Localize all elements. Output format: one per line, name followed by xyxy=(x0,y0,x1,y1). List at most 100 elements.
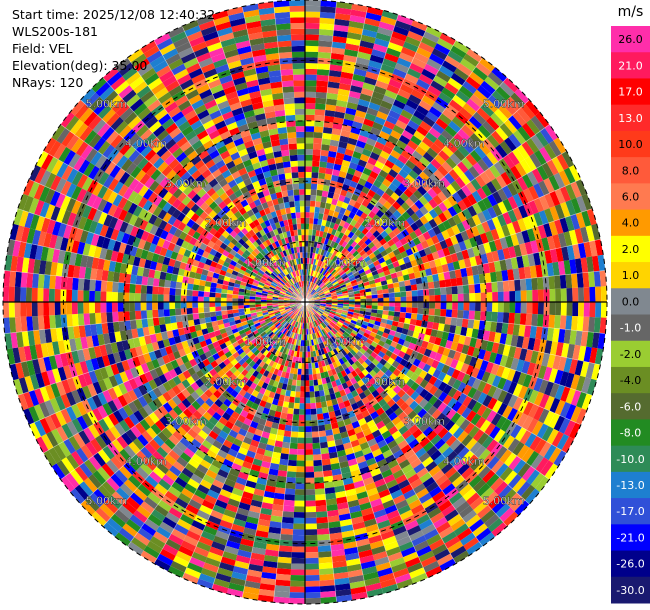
range-gate-cell xyxy=(515,427,527,442)
range-gate-cell xyxy=(340,129,351,138)
range-gate-cell xyxy=(549,397,561,414)
range-gate-cell xyxy=(417,361,426,370)
range-gate-cell xyxy=(323,311,329,316)
range-gate-cell xyxy=(375,80,389,90)
range-gate-cell xyxy=(480,292,487,302)
range-gate-cell xyxy=(77,313,85,326)
range-gate-cell xyxy=(549,206,560,222)
range-gate-cell xyxy=(378,69,393,79)
range-gate-cell xyxy=(339,77,353,86)
range-gate-cell xyxy=(561,436,575,453)
range-gate-cell xyxy=(309,275,312,282)
range-gate-cell xyxy=(476,369,486,381)
range-gate-cell xyxy=(209,306,216,312)
range-gate-cell xyxy=(371,238,380,246)
range-gate-cell xyxy=(475,302,481,312)
range-gate-cell xyxy=(450,235,459,246)
range-gate-cell xyxy=(66,302,73,315)
range-gate-cell xyxy=(286,471,297,478)
range-gate-cell xyxy=(203,307,210,313)
range-gate-cell xyxy=(325,167,334,175)
range-gate-cell xyxy=(310,276,314,282)
range-gate-cell xyxy=(357,224,366,233)
range-gate-cell xyxy=(423,334,431,343)
range-gate-cell xyxy=(315,494,326,501)
range-gate-cell xyxy=(319,294,326,298)
range-gate-cell xyxy=(340,284,347,289)
range-gate-cell xyxy=(385,115,398,125)
range-gate-cell xyxy=(538,210,549,225)
range-gate-cell xyxy=(334,111,346,119)
range-gate-cell xyxy=(458,335,466,345)
range-gate-cell xyxy=(487,71,504,87)
range-gate-cell xyxy=(317,51,332,59)
range-gate-cell xyxy=(345,191,354,199)
range-gate-cell xyxy=(459,107,473,121)
range-gate-cell xyxy=(541,237,550,252)
range-gate-cell xyxy=(411,150,423,161)
range-gate-cell xyxy=(548,447,562,464)
range-gate-cell xyxy=(497,188,508,202)
range-gate-cell xyxy=(315,286,320,292)
range-gate-cell xyxy=(374,141,385,151)
range-gate-cell xyxy=(548,275,556,290)
range-gate-cell xyxy=(417,234,426,243)
range-gate-cell xyxy=(437,134,450,146)
range-gate-cell xyxy=(364,17,381,27)
range-gate-cell xyxy=(384,159,395,169)
range-gate-cell xyxy=(397,154,409,165)
range-gate-cell xyxy=(421,68,436,81)
range-gate-cell xyxy=(317,289,323,294)
range-gate-cell xyxy=(388,310,395,317)
range-gate-cell xyxy=(497,343,506,355)
range-gate-cell xyxy=(316,511,328,518)
range-gate-cell xyxy=(470,225,480,237)
range-gate-cell xyxy=(423,261,431,270)
range-gate-cell xyxy=(543,222,553,238)
range-gate-cell xyxy=(482,330,491,341)
range-gate-cell xyxy=(501,322,509,334)
range-gate-cell xyxy=(519,159,532,174)
range-gate-cell xyxy=(350,9,367,18)
range-gate-cell xyxy=(493,332,502,344)
range-gate-cell xyxy=(570,390,582,407)
range-gate-cell xyxy=(425,268,433,277)
range-gate-cell xyxy=(348,324,355,330)
range-gate-cell xyxy=(466,375,477,388)
range-gate-cell xyxy=(496,365,505,378)
range-gate-cell xyxy=(447,50,464,64)
range-gate-cell xyxy=(467,205,478,217)
range-gate-cell xyxy=(341,234,348,241)
range-gate-cell xyxy=(443,324,451,333)
range-gate-cell xyxy=(316,407,323,415)
range-gate-cell xyxy=(322,127,333,134)
range-gate-cell xyxy=(495,126,509,141)
range-gate-cell xyxy=(337,268,344,275)
range-gate-cell xyxy=(305,454,314,461)
range-gate-cell xyxy=(415,338,424,347)
range-gate-cell xyxy=(305,386,310,392)
range-gate-cell xyxy=(361,252,369,260)
range-gate-cell xyxy=(180,302,187,309)
range-gate-cell xyxy=(516,144,530,160)
range-gate-cell xyxy=(186,307,193,315)
range-gate-cell xyxy=(499,140,513,155)
range-gate-cell xyxy=(318,172,326,180)
range-gate-cell xyxy=(316,287,322,293)
range-gate-cell xyxy=(432,368,442,379)
range-gate-cell xyxy=(323,277,329,283)
range-gate-cell xyxy=(371,302,378,306)
range-gate-cell xyxy=(328,314,335,319)
range-gate-cell xyxy=(226,297,233,302)
range-gate-cell xyxy=(546,354,556,369)
range-gate-cell xyxy=(510,233,520,247)
range-gate-cell xyxy=(280,528,294,535)
range-gate-cell xyxy=(32,316,39,331)
range-gate-cell xyxy=(418,224,428,235)
range-gate-cell xyxy=(518,204,529,219)
range-gate-cell xyxy=(305,160,313,167)
range-gate-cell xyxy=(349,299,355,302)
range-gate-cell xyxy=(399,83,414,95)
range-gate-cell xyxy=(559,217,569,233)
range-gate-cell xyxy=(456,343,464,353)
